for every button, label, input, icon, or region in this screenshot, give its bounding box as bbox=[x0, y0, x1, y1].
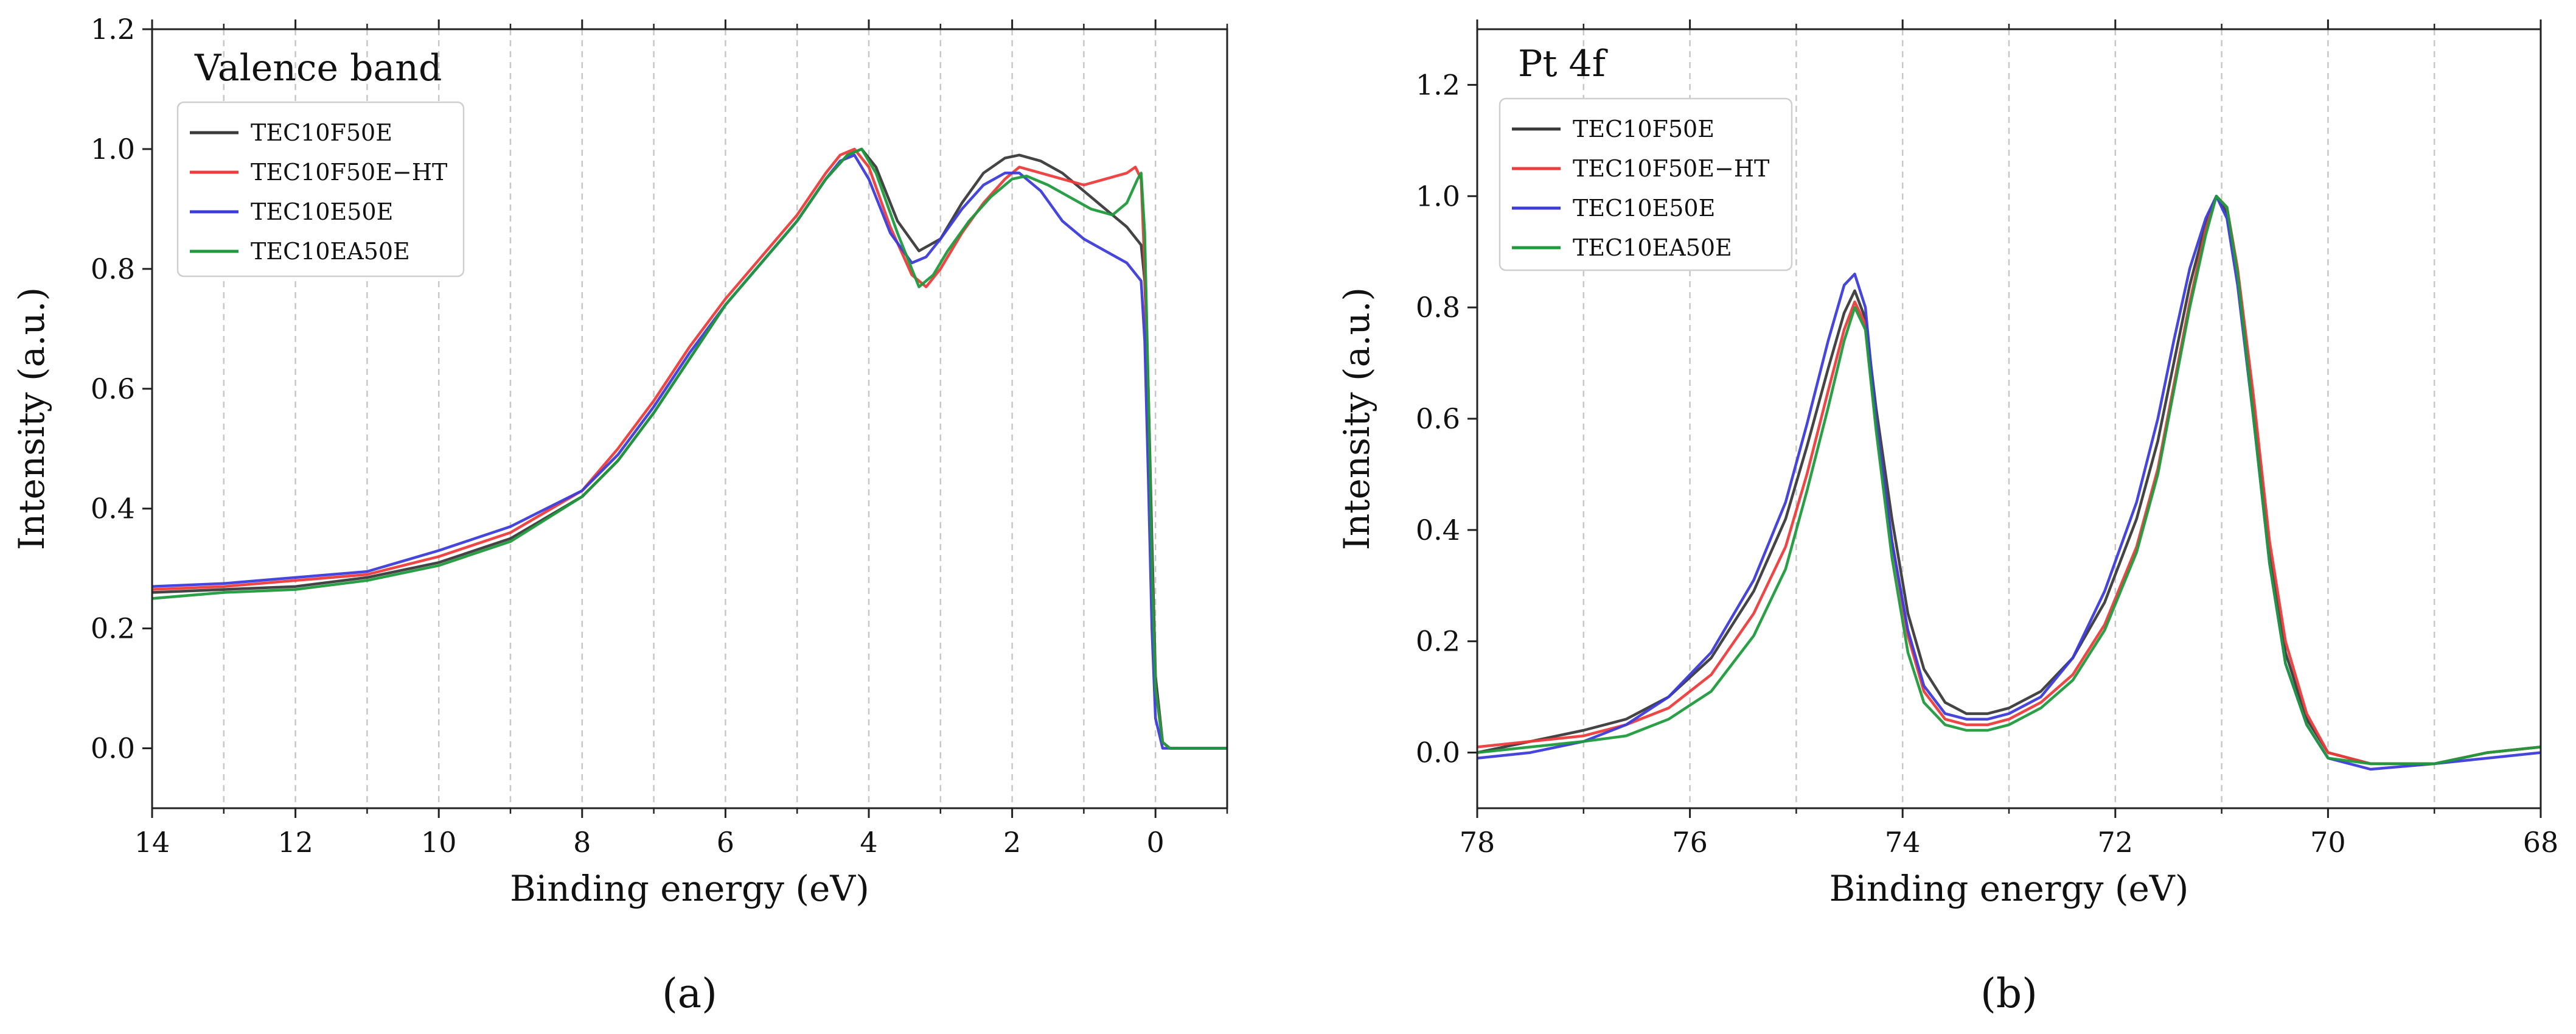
legend-box bbox=[176, 101, 465, 278]
y-tick-label: 0.0 bbox=[1416, 736, 1460, 769]
chart-title: Pt 4f bbox=[1518, 43, 1608, 85]
chart-title: Valence band bbox=[194, 47, 442, 89]
y-tick-label: 0.0 bbox=[91, 732, 135, 765]
y-tick-label: 0.2 bbox=[91, 612, 135, 645]
y-tick-label: 1.0 bbox=[1416, 180, 1460, 212]
x-tick-label: 72 bbox=[2098, 826, 2134, 859]
legend: TEC10F50E TEC10F50E−HT TEC10E50E TEC10EA50E bbox=[176, 101, 465, 278]
y-tick-label: 0.8 bbox=[91, 253, 135, 285]
legend-entry: TEC10E50E bbox=[251, 198, 393, 225]
x-axis-label: Binding energy (eV) bbox=[1829, 868, 2189, 909]
x-tick-label: 12 bbox=[277, 826, 313, 859]
y-axis-label: Intensity (a.u.) bbox=[1336, 287, 1377, 550]
x-tick-label: 2 bbox=[1003, 826, 1021, 859]
series-line-tec10f50e bbox=[1477, 195, 2541, 766]
y-tick-label: 0.2 bbox=[1416, 625, 1460, 658]
y-tick-label: 1.2 bbox=[91, 13, 135, 46]
x-tick-label: 78 bbox=[1460, 826, 1495, 859]
x-tick-label: 6 bbox=[717, 826, 734, 859]
y-axis-label: Intensity (a.u.) bbox=[11, 287, 52, 550]
y-tick-label: 1.0 bbox=[91, 133, 135, 166]
x-tick-label: 4 bbox=[860, 826, 877, 859]
x-tick-label: 0 bbox=[1147, 826, 1164, 859]
y-tick-label: 0.4 bbox=[1416, 514, 1460, 547]
legend-entry: TEC10F50E−HT bbox=[1573, 155, 1769, 182]
plot-frame bbox=[151, 28, 1228, 809]
y-tick-label: 0.6 bbox=[1416, 402, 1460, 435]
y-tick-label: 1.2 bbox=[1416, 68, 1460, 101]
y-tick-label: 0.8 bbox=[1416, 291, 1460, 324]
legend-entry: TEC10EA50E bbox=[1573, 234, 1732, 261]
legend-entry: TEC10EA50E bbox=[251, 238, 410, 265]
y-tick-label: 0.4 bbox=[91, 492, 135, 525]
series-line-tec10f50e-ht bbox=[1477, 195, 2541, 766]
y-tick-label: 0.6 bbox=[91, 372, 135, 405]
legend-entry: TEC10E50E bbox=[1573, 195, 1715, 222]
chart-panel-a: 14 12 10 8 6 4 2 0 0.0 0.2 0.4 0.6 0.8 1.0 1.2 Binding … bbox=[11, 13, 1228, 1017]
legend-entry: TEC10F50E bbox=[1573, 116, 1714, 142]
legend-entry: TEC10F50E bbox=[251, 119, 392, 146]
x-tick-label: 70 bbox=[2310, 826, 2346, 859]
x-tick-label: 10 bbox=[421, 826, 457, 859]
legend-entry: TEC10F50E−HT bbox=[251, 159, 447, 186]
series-line-tec10ea50e bbox=[152, 147, 1227, 750]
x-tick-label: 8 bbox=[573, 826, 591, 859]
x-tick-label: 14 bbox=[134, 826, 170, 859]
panel-caption: (b) bbox=[1980, 970, 2038, 1017]
panel-caption: (a) bbox=[662, 970, 717, 1017]
legend-box bbox=[1499, 97, 1793, 271]
x-tick-label: 74 bbox=[1885, 826, 1921, 859]
series-line-tec10ea50e bbox=[1477, 195, 2541, 766]
x-tick-label: 76 bbox=[1672, 826, 1708, 859]
x-axis-label: Binding energy (eV) bbox=[510, 868, 869, 909]
chart-panel-b: 78 76 74 72 70 68 0.0 0.2 0.4 0.6 0.8 1.0 1.2 Binding… bbox=[1336, 19, 2558, 1017]
legend: TEC10F50E TEC10F50E−HT TEC10E50E TEC10EA50E bbox=[1499, 97, 1793, 271]
x-tick-label: 68 bbox=[2523, 826, 2559, 859]
series-line-tec10e50e bbox=[152, 153, 1227, 750]
